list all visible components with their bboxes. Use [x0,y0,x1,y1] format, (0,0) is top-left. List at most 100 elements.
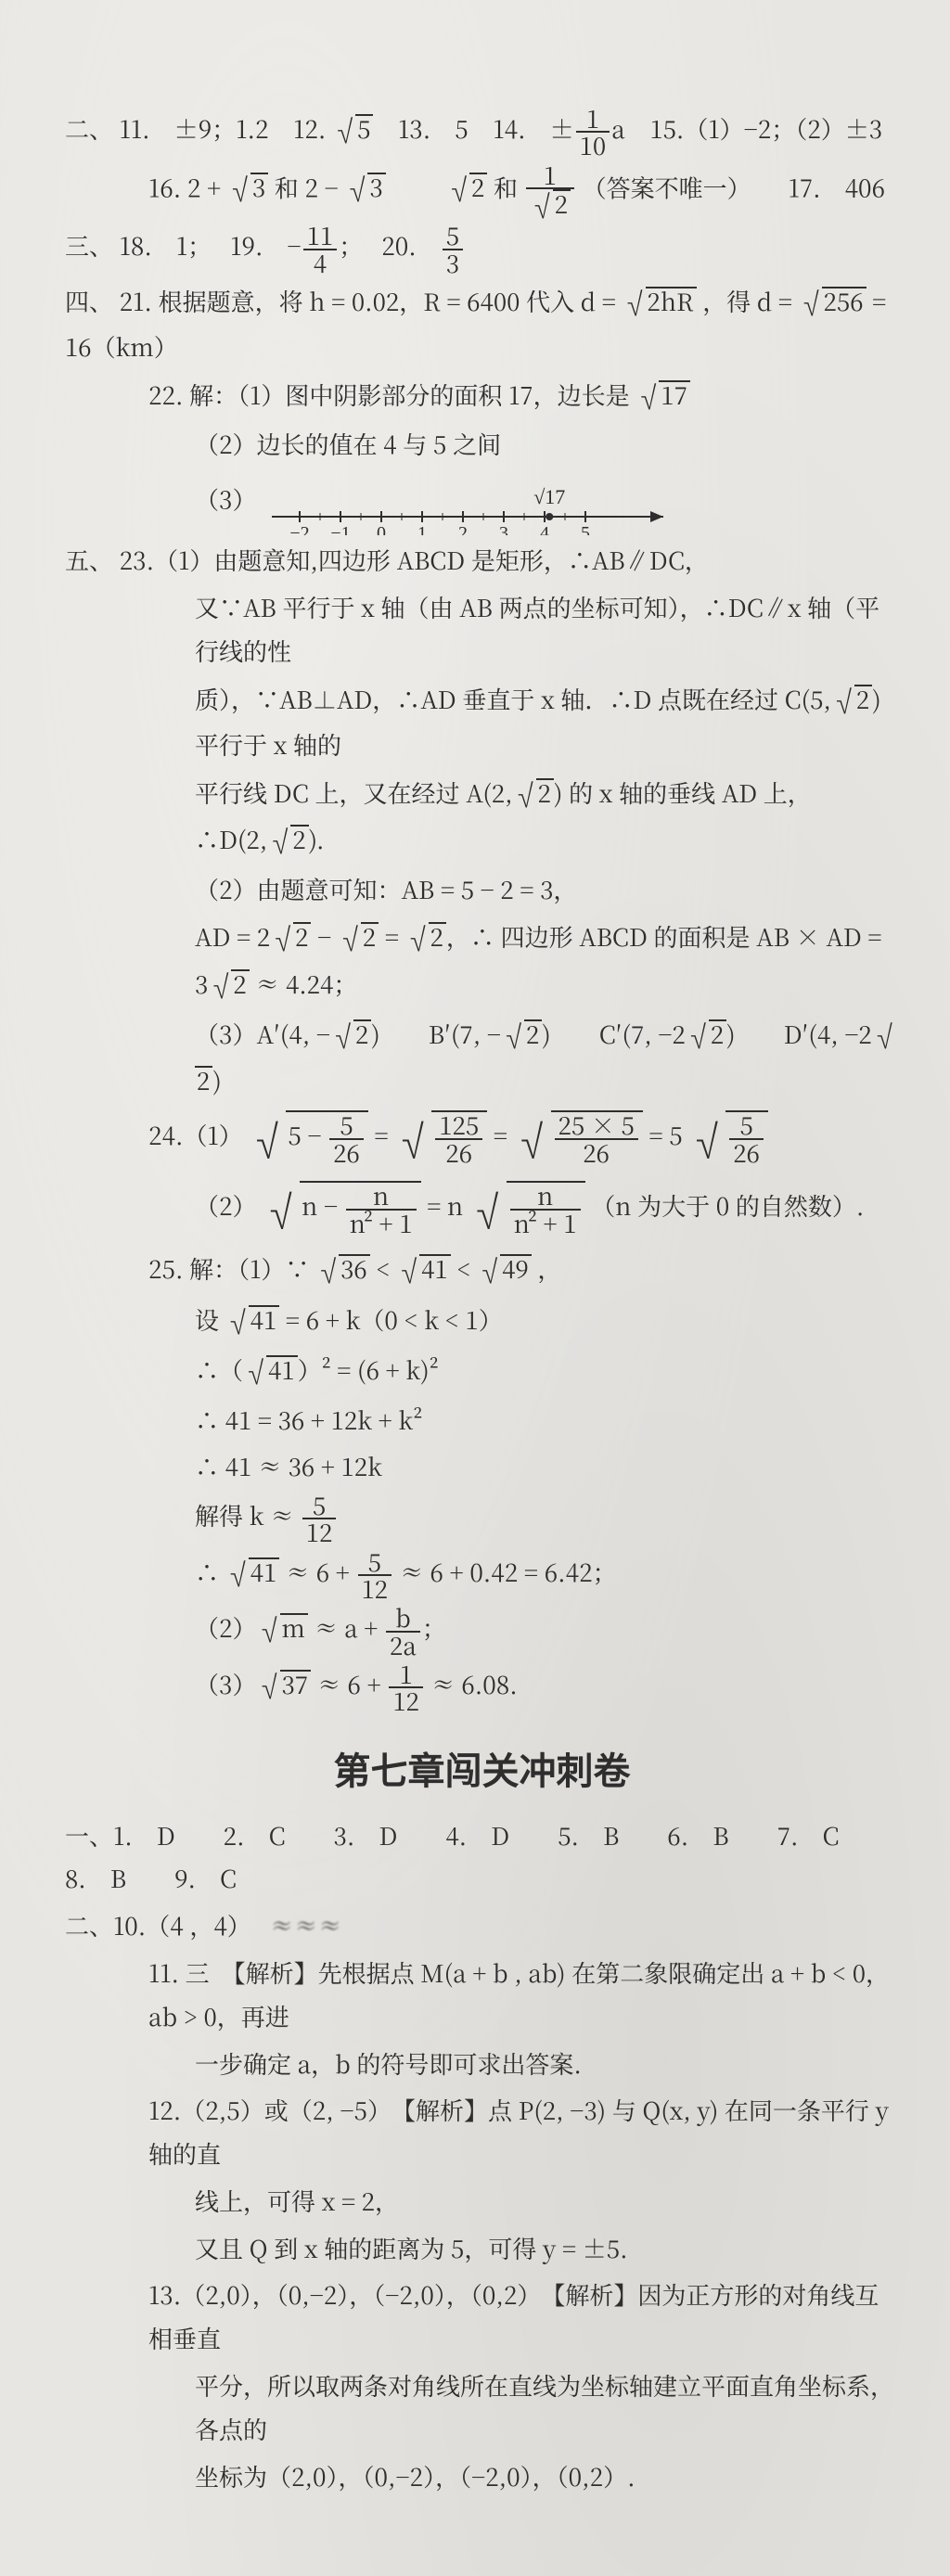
section-ii-line1: 二、 11. ±9；1.2 12. √5 13. 5 14. ±110a 15.… [65,106,899,159]
c7-ii-10: 二、10.（4 ，4） ≈≈≈ [65,1904,899,1948]
section-iv-q21: 四、 21. 根据题意，将 h = 0.02，R = 6400 代入 d = √… [65,279,899,369]
q24-2: （2） √n − nn² + 1 = n √nn² + 1 （n 为大于 0 的… [65,1176,899,1243]
q13: 13. 5 [398,111,469,146]
q16-sqrt-a: 3 [250,173,268,201]
q12-prefix: 12. [293,111,332,146]
svg-text:0: 0 [377,523,386,535]
section-iv-label: 四、 [65,284,113,318]
q14-prefix: 14. ± [493,111,573,146]
radic-icon: √ [249,1112,286,1165]
radic-icon: √ [257,1610,283,1647]
radic-icon: √ [225,1555,251,1592]
q25-1a: 25. 解：（1）∵ √36 < √41 < √49 ， [65,1247,899,1293]
q20-frac: 53 [443,223,463,276]
q25-2: （2）√m ≈ a + b2a； [65,1605,899,1658]
svg-text:−2: −2 [290,523,310,535]
radic-icon: √ [446,170,472,207]
radic-icon: √ [799,284,825,321]
q22-1a: 22. 解：（1）图中阴影部分的面积 17，边长是 [148,378,630,412]
radic-icon: √ [263,1183,300,1236]
radic-icon: √ [338,919,364,956]
c7-q10: 10.（4 ，4） [113,1908,251,1942]
q22-2: （2）边长的值在 4 与 5 之间 [65,423,899,467]
radic-icon: √ [405,919,431,956]
q22-1: 22. 解：（1）图中阴影部分的面积 17，边长是 √17 [65,373,899,419]
q25-1e: ∴ 41 ≈ 36 + 12k [65,1445,899,1489]
radic-icon: √ [256,1667,282,1704]
q23-1a: 23.（1）由题意知,四边形 ABCD 是矩形，∴AB∥DC， [120,543,709,577]
c7-ii-label: 二、 [65,1908,113,1942]
radic-icon: √ [394,1112,431,1165]
q21-b: ，得 d = [702,284,792,318]
q14-frac: 110 [576,106,610,159]
radic-icon: √ [514,1112,551,1165]
radic-icon: √ [208,967,234,1004]
c7-i-label: 一、 [65,1818,113,1852]
c7-q11b: 一步确定 a，b 的符号即可求出答案. [65,2043,899,2086]
svg-text:−1: −1 [331,523,351,535]
q16-prefix: 16. 2 + [148,170,221,204]
q16-mid2: 和 [494,170,518,204]
section-v-label: 五、 [65,543,113,577]
radic-icon: √ [344,170,370,207]
section-iii-line: 三、 18. 1； 19. −114； 20. 53 [65,223,899,276]
q22-1-sqrt: 17 [659,380,690,409]
q15: 15.（1）−2；（2）±3 [649,111,882,146]
radic-icon: √ [501,1017,527,1054]
q20-prefix: 20. [381,228,441,263]
c7-q13a: 13.（2,0），（0,−2），（−2,0），（0,2） 【解析】因为正方形的对… [65,2274,899,2361]
svg-text:√17: √17 [533,485,565,508]
radic-icon: √ [686,1017,712,1054]
q25-1d: ∴ 41 = 36 + 12k + k² [65,1399,899,1442]
radic-icon: √ [270,919,296,956]
q23-1b-a: 又∵AB 平行于 x 轴（由 AB 两点的坐标可知），∴DC∥x 轴（平行线的性 [65,586,899,673]
q25-1f: 解得 k ≈ 512 [65,1493,899,1545]
section-iii-label: 三、 [65,228,113,263]
print-smear: ≈≈≈ [270,1904,342,1948]
radic-icon: √ [330,1017,356,1054]
q25-1c: ∴（√41）² = (6 + k)² [65,1348,899,1394]
svg-text:3: 3 [499,523,508,535]
q18: 18. 1； [120,228,212,263]
q11: 11. ±9；1.2 [120,111,269,146]
q25-3: （3）√37 ≈ 6 + 112 ≈ 6.08. [65,1661,899,1714]
q16-sqrt-c: 2 [469,173,487,201]
q23-2b: AD = 2√2 − √2 = √2，∴ 四边形 ABCD 的面积是 AB × … [65,915,899,1008]
radic-icon: √ [267,822,293,859]
radic-icon: √ [688,1112,725,1165]
svg-text:4: 4 [540,523,549,535]
q21-a: 21. 根据题意，将 h = 0.02，R = 6400 代入 d = [120,284,616,318]
radic-icon: √ [332,111,358,148]
svg-text:2: 2 [458,523,468,535]
q16-gap [392,170,440,204]
page: 二、 11. ±9；1.2 12. √5 13. 5 14. ±110a 15.… [0,0,950,2576]
q24-1: 24.（1） √5 − 526 = √12526 = √25 × 526 = 5… [65,1106,899,1173]
q21-sqrt2: 256 [822,287,867,315]
radic-icon: √ [831,682,857,719]
q14-suffix: a [611,111,624,146]
radic-icon: √ [477,1251,503,1288]
svg-text:1: 1 [417,523,427,535]
section-v-q23-1a: 五、 23.（1）由题意知,四边形 ABCD 是矩形，∴AB∥DC， [65,539,899,583]
c7-i: 一、1. D 2. C 3. D 4. D 5. B 6. B 7. C 8. … [65,1814,899,1902]
q21-sqrt1: 2hR [646,287,697,315]
radic-icon: √ [225,1302,251,1339]
q23-3: （3）A′(4, −√2) B′(7, −√2) C′(7, −2√2) D′(… [65,1012,899,1102]
q19-suffix: ； [339,228,363,263]
q22-3-label: （3） [195,482,256,517]
c7-q11a: 11. 三 【解析】先根据点 M(a + b , ab) 在第二象限确定出 a … [65,1952,899,2039]
c7-i-line: 1. D 2. C 3. D 4. D 5. B 6. B 7. C 8. B … [65,1818,887,1896]
q16-note: （答案不唯一） [583,170,751,204]
number-line-svg: −2 −1 0 1 2 3 4 5 √17 [263,470,745,535]
q25-1b: 设 √41 = 6 + k（0 < k < 1） [65,1298,899,1344]
radic-icon: √ [396,1251,422,1288]
section-ii-label: 二、 [65,111,113,146]
c7-q13b: 平分，所以取两条对角线所在直线为坐标轴建立平面直角坐标系，各点的 [65,2365,899,2452]
q22-3: （3） −2 −1 0 1 2 3 4 5 √17 [65,470,899,535]
radic-icon: √ [623,284,648,321]
chapter7-heading: 第七章闯关冲刺卷 [65,1738,899,1805]
radic-icon: √ [872,1017,898,1054]
q12-sqrt: 5 [355,114,373,143]
radic-icon: √ [315,1251,341,1288]
svg-text:5: 5 [581,523,590,535]
